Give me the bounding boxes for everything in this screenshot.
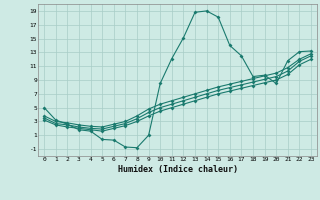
X-axis label: Humidex (Indice chaleur): Humidex (Indice chaleur) — [118, 165, 238, 174]
